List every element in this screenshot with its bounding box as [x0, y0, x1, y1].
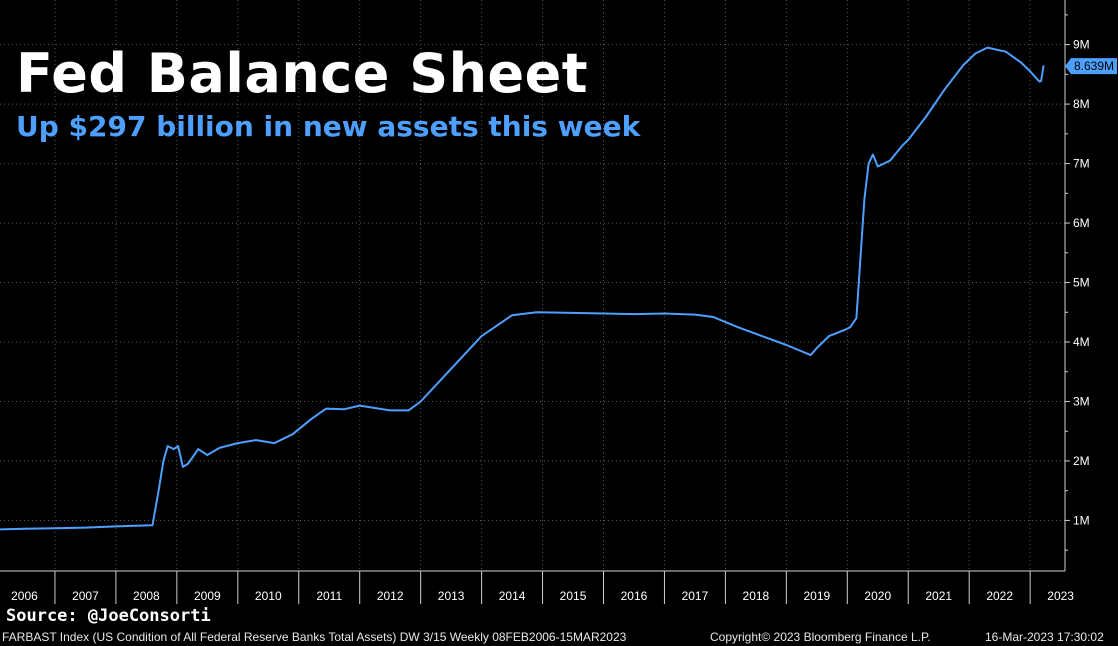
y-tick-label: 1M — [1073, 513, 1090, 527]
x-tick-label: 2012 — [377, 589, 404, 603]
chart-subtitle: Up $297 billion in new assets this week — [16, 110, 641, 143]
x-tick-label: 2023 — [1047, 589, 1074, 603]
x-tick-label: 2017 — [682, 589, 709, 603]
last-value-tag: 8.639M — [1065, 58, 1117, 75]
x-tick-label: 2010 — [255, 589, 282, 603]
x-tick-label: 2011 — [316, 589, 342, 603]
series-line — [0, 46, 1045, 531]
x-tick-label: 2022 — [986, 589, 1013, 603]
y-tick-label: 4M — [1073, 335, 1090, 349]
series-layer — [0, 46, 1045, 531]
y-tick-label: 9M — [1073, 38, 1090, 52]
last-value-label: 8.639M — [1074, 59, 1114, 73]
y-tick-label: 7M — [1073, 157, 1090, 171]
x-tick-label: 2013 — [438, 589, 465, 603]
x-tick-label: 2014 — [499, 589, 526, 603]
x-tick-label: 2016 — [621, 589, 648, 603]
x-tick-label: 2018 — [743, 589, 770, 603]
source-credit: Source: @JoeConsorti — [6, 606, 211, 626]
chart-title: Fed Balance Sheet — [16, 42, 589, 105]
footer-timestamp: 16-Mar-2023 17:30:02 — [985, 630, 1104, 644]
axes — [0, 0, 1070, 604]
last-value-tag-bg — [1065, 58, 1117, 75]
y-tick-label: 8M — [1073, 97, 1090, 111]
y-tick-label: 3M — [1073, 394, 1090, 408]
x-tick-label: 2006 — [11, 589, 38, 603]
x-tick-label: 2007 — [72, 589, 99, 603]
x-tick-label: 2008 — [133, 589, 160, 603]
x-tick-label: 2020 — [864, 589, 891, 603]
axis-labels: 1M 2M 3M 4M 5M 6M 7M 8M 9M 2006 2007 2008 2009 2010 20… — [11, 38, 1117, 603]
y-tick-label: 5M — [1073, 276, 1090, 290]
grid-lines — [0, 0, 1065, 571]
y-tick-label: 2M — [1073, 454, 1090, 468]
x-tick-label: 2009 — [194, 589, 221, 603]
x-tick-label: 2015 — [560, 589, 587, 603]
footer-index-info: FARBAST Index (US Condition of All Feder… — [2, 630, 627, 644]
x-tick-label: 2021 — [925, 589, 952, 603]
y-tick-label: 6M — [1073, 216, 1090, 230]
x-tick-label: 2019 — [803, 589, 830, 603]
footer-copyright: Copyright© 2023 Bloomberg Finance L.P. — [710, 630, 931, 644]
